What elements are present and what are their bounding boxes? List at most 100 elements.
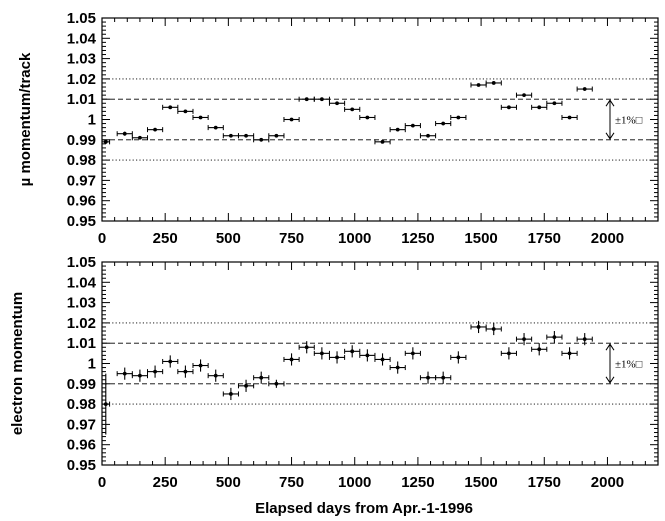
y-tick-label: 1.03 xyxy=(67,51,96,68)
data-point xyxy=(546,331,563,344)
data-marker xyxy=(228,133,233,138)
x-axis-title: Elapsed days from Apr.-1-1996 xyxy=(255,500,473,517)
data-marker xyxy=(274,133,279,138)
x-tick-label: 250 xyxy=(153,230,178,247)
data-point xyxy=(435,121,452,127)
data-marker xyxy=(335,101,339,106)
y-axis-title: electron momentum xyxy=(9,292,26,435)
data-point xyxy=(374,353,391,366)
data-point xyxy=(222,133,239,139)
data-marker xyxy=(506,351,511,356)
data-marker xyxy=(168,359,173,364)
data-point xyxy=(404,123,421,129)
x-tick-label: 1750 xyxy=(528,230,561,247)
data-point xyxy=(328,351,346,364)
data-marker xyxy=(441,375,446,380)
x-tick-label: 1000 xyxy=(338,230,371,247)
data-marker xyxy=(198,115,203,120)
data-point xyxy=(268,379,285,388)
data-point xyxy=(546,100,563,106)
data-point xyxy=(328,100,346,106)
y-tick-label: 0.95 xyxy=(67,213,96,230)
data-marker xyxy=(365,115,370,120)
data-point xyxy=(389,361,406,374)
y-tick-label: 1.04 xyxy=(67,274,97,291)
data-marker xyxy=(476,325,481,329)
y-tick-label: 1.05 xyxy=(67,254,96,271)
x-tick-label: 500 xyxy=(216,474,241,491)
y-axis-title: µ momentum/track xyxy=(17,52,34,186)
y-tick-label: 0.99 xyxy=(67,376,96,393)
x-tick-label: 2000 xyxy=(591,474,624,491)
data-point xyxy=(253,137,270,143)
data-point xyxy=(515,92,533,98)
data-point xyxy=(101,373,111,435)
data-marker xyxy=(365,353,370,358)
x-tick-label: 750 xyxy=(279,474,304,491)
data-marker xyxy=(304,97,309,102)
data-point xyxy=(531,104,548,110)
x-tick-label: 1250 xyxy=(401,230,434,247)
data-point xyxy=(237,133,255,139)
data-marker xyxy=(552,101,557,106)
data-point xyxy=(374,139,391,145)
data-marker xyxy=(103,402,108,406)
data-point xyxy=(177,108,194,114)
data-point xyxy=(576,333,593,346)
data-point xyxy=(389,127,406,133)
y-tick-label: 1.05 xyxy=(67,10,96,27)
data-marker xyxy=(537,105,542,110)
data-point xyxy=(419,371,437,384)
data-marker xyxy=(213,125,218,130)
data-marker xyxy=(198,363,203,368)
data-marker xyxy=(395,127,400,132)
data-marker xyxy=(522,337,526,342)
data-point xyxy=(404,347,421,360)
data-point xyxy=(485,80,502,86)
range-arrow-head-up xyxy=(605,343,615,351)
data-point xyxy=(116,131,133,137)
panel-electron: 0 250 500 750 1000 1250 1500 1750 2000 0.95 0.96 0.… xyxy=(9,254,659,517)
data-marker xyxy=(259,137,264,142)
panel-muon: 0 250 500 750 1000 1250 1500 1750 2000 0.95 0.96 0.… xyxy=(17,10,659,247)
y-tick-label: 0.95 xyxy=(67,457,96,474)
range-arrow-head-up xyxy=(605,99,615,107)
data-marker xyxy=(153,369,157,374)
data-point xyxy=(344,106,361,112)
x-tick-label: 1250 xyxy=(401,474,434,491)
range-arrow-head-down xyxy=(605,376,615,384)
data-marker xyxy=(426,133,430,138)
data-point xyxy=(470,82,487,88)
data-marker xyxy=(567,115,572,120)
range-annotation-label: ±1%□ xyxy=(615,115,643,127)
data-marker xyxy=(138,135,142,140)
data-marker xyxy=(183,109,188,114)
y-tick-label: 1.01 xyxy=(67,91,96,108)
data-marker xyxy=(426,375,430,380)
data-point xyxy=(313,347,330,360)
data-point xyxy=(222,387,239,401)
x-tick-label: 0 xyxy=(98,474,106,491)
data-marker xyxy=(213,373,218,378)
x-tick-label: 250 xyxy=(153,474,178,491)
x-tick-label: 750 xyxy=(279,230,304,247)
data-marker xyxy=(552,335,557,340)
y-tick-label: 0.96 xyxy=(67,437,96,454)
data-point xyxy=(450,114,467,120)
range-annotation-label: ±1%□ xyxy=(615,359,643,371)
y-tick-label: 1.02 xyxy=(67,71,96,88)
data-marker xyxy=(582,337,587,342)
data-point xyxy=(515,333,533,346)
data-point xyxy=(298,96,315,102)
y-tick-label: 0.97 xyxy=(67,172,96,189)
data-point xyxy=(146,127,164,133)
y-tick-label: 0.97 xyxy=(67,416,96,433)
data-point xyxy=(146,365,164,378)
data-marker xyxy=(395,365,400,370)
y-tick-label: 1.01 xyxy=(67,335,96,352)
data-marker xyxy=(410,351,415,356)
data-point xyxy=(283,117,300,122)
data-marker xyxy=(456,355,461,360)
data-point xyxy=(359,349,376,362)
data-marker xyxy=(335,355,339,360)
